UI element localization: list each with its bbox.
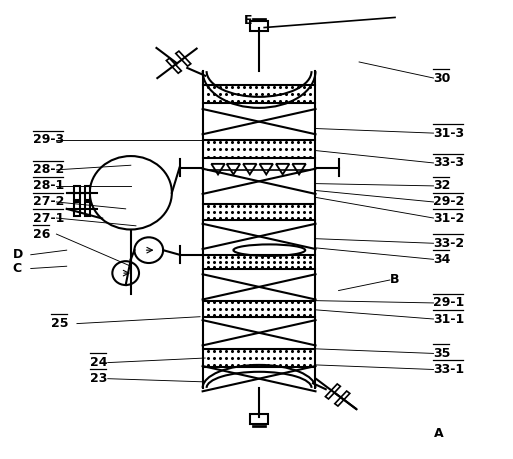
Text: 29-3: 29-3 bbox=[33, 134, 65, 146]
Text: 28-1: 28-1 bbox=[33, 179, 65, 192]
Polygon shape bbox=[166, 58, 182, 73]
Text: 27-2: 27-2 bbox=[33, 196, 65, 208]
Bar bbox=[85, 202, 90, 216]
Polygon shape bbox=[335, 391, 350, 406]
Polygon shape bbox=[325, 384, 341, 399]
Text: D: D bbox=[13, 248, 23, 261]
Text: 29-1: 29-1 bbox=[433, 297, 465, 309]
Text: 30: 30 bbox=[433, 72, 451, 84]
Text: 33-1: 33-1 bbox=[433, 363, 465, 376]
Text: C: C bbox=[13, 262, 22, 275]
Bar bbox=[85, 186, 90, 200]
Bar bbox=[250, 414, 268, 424]
Text: 25: 25 bbox=[51, 317, 69, 330]
Bar bbox=[250, 21, 268, 31]
Text: 29-2: 29-2 bbox=[433, 196, 465, 208]
Text: 27-1: 27-1 bbox=[33, 212, 65, 224]
Polygon shape bbox=[176, 51, 191, 66]
Text: 26: 26 bbox=[33, 228, 51, 241]
Text: 35: 35 bbox=[433, 347, 451, 360]
Text: 23: 23 bbox=[90, 372, 107, 385]
Bar bbox=[74, 202, 80, 216]
Text: 33-2: 33-2 bbox=[433, 237, 465, 250]
Text: 28-2: 28-2 bbox=[33, 163, 65, 176]
Text: 31-1: 31-1 bbox=[433, 313, 465, 325]
Text: B: B bbox=[390, 274, 400, 286]
Text: 31-2: 31-2 bbox=[433, 212, 465, 224]
Text: 34: 34 bbox=[433, 253, 451, 266]
Bar bbox=[74, 186, 80, 200]
Text: A: A bbox=[433, 427, 443, 440]
Text: 33-3: 33-3 bbox=[433, 157, 464, 169]
Text: 31-3: 31-3 bbox=[433, 127, 465, 140]
Text: 32: 32 bbox=[433, 179, 451, 192]
Text: 24: 24 bbox=[90, 356, 107, 369]
Text: E: E bbox=[244, 14, 252, 27]
